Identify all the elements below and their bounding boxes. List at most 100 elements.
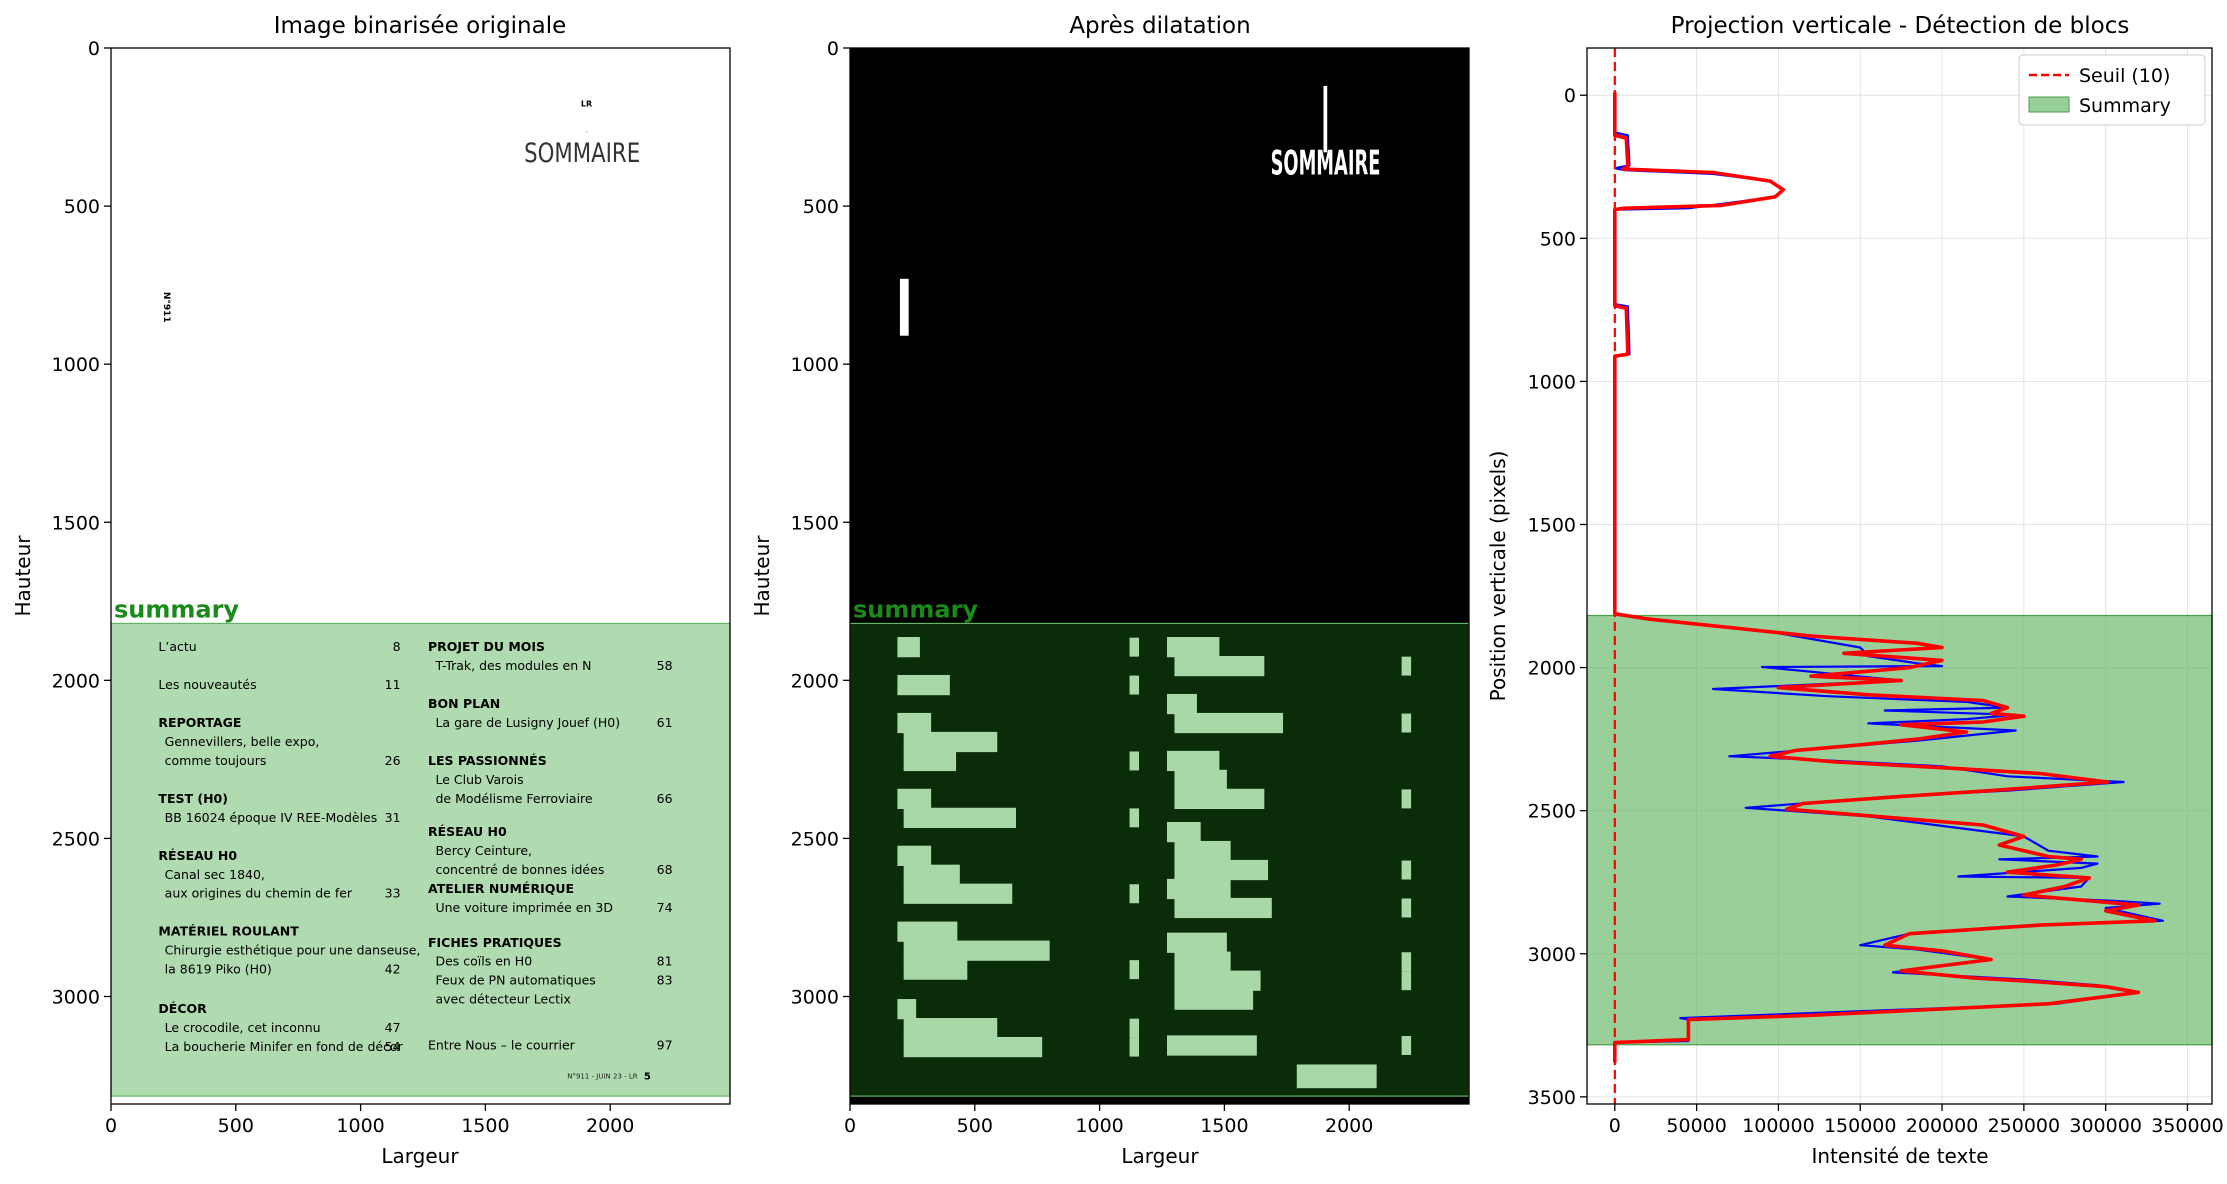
toc-line: La boucherie Minifer en fond de décor [165,1039,404,1054]
dilated-page-bar [1129,675,1140,695]
panel2-dilated-content: SOMMAIRE summary [849,85,1470,1097]
toc-heading: FICHES PRATIQUES [428,935,562,950]
toc-page-number: 97 [657,1038,673,1053]
dilated-line-bar [903,731,998,753]
toc-page-number: 61 [657,715,673,730]
dilated-line-bar [1174,840,1231,862]
x-tick-label: 1000 [336,1115,384,1137]
dilated-page-bar [1401,656,1412,676]
toc-line: Chirurgie esthétique pour une danseuse, [165,943,421,958]
x-tick-label: 350000 [2151,1115,2224,1137]
y-tick-label: 2500 [1528,801,1576,823]
toc-line: Gennevillers, belle expo, [165,734,320,749]
x-tick-label: 150000 [1824,1115,1897,1137]
dilated-footer-bar [1296,1064,1377,1089]
x-tick-label: 2000 [1325,1115,1373,1137]
y-tick-label: 500 [1540,228,1576,250]
summary-label: summary [114,595,239,623]
panel1-xlabel: Largeur [381,1144,459,1168]
toc-line: Feux de PN automatiques [435,973,595,988]
toc-line: de Modélisme Ferroviaire [435,791,592,806]
legend-threshold-label: Seuil (10) [2079,65,2170,87]
toc-heading: BON PLAN [428,696,500,711]
dilated-line-bar [1174,788,1265,810]
toc-page-number: 31 [385,810,401,825]
dilated-heading-bar [1166,750,1220,772]
y-tick-label: 2500 [791,828,839,850]
dilated-line-bar [1174,712,1284,734]
x-tick-label: 2000 [586,1115,634,1137]
dilated-line-bar [1174,970,1261,991]
panel-dilated: Après dilatation SOMMAIRE summary 0 500 100… [750,13,1470,1168]
dilated-heading-bar [897,674,950,696]
toc-page-number: 68 [657,862,673,877]
x-tick-label: 0 [105,1115,117,1137]
toc-page-number: 58 [657,658,673,673]
x-tick-label: 0 [844,1115,856,1137]
y-tick-label: 2000 [52,670,100,692]
y-tick-label: 2000 [1528,658,1576,680]
y-tick-label: 1000 [1528,371,1576,393]
dilated-page-bar [1129,960,1140,980]
panel1-page-content: LR ··· SOMMAIRE N°911 summary L’actu 8 Les nouv… [110,99,731,1097]
y-tick-label: 1500 [1528,514,1576,536]
y-tick-label: 500 [64,196,100,218]
panel2-ylabel: Hauteur [750,535,774,617]
page-header-small: LR [581,99,592,108]
panel3-xlabel: Intensité de texte [1811,1144,1988,1168]
y-tick-label: 500 [803,196,839,218]
panel3-legend: Seuil (10) Summary [2018,54,2206,126]
toc-heading: L’actu [158,639,196,654]
panel1-ylabel: Hauteur [11,535,35,617]
summary-region [849,622,1470,1097]
dilated-page-bar [1401,860,1412,880]
x-tick-label: 50000 [1666,1115,1726,1137]
x-tick-label: 500 [218,1115,254,1137]
dilated-heading: SOMMAIRE [1271,143,1381,183]
dilated-heading-bar [1166,1035,1257,1056]
toc-heading: ATELIER NUMÉRIQUE [428,881,574,896]
summary-label: summary [853,595,978,623]
toc-heading: MATÉRIEL ROULANT [158,924,299,939]
dilated-page-bar [1129,1037,1140,1057]
panel2-xlabel: Largeur [1121,1144,1199,1168]
dilated-line-bar [903,807,1016,828]
dilated-heading-bar [1166,821,1201,843]
panel1-y-axis: 0 500 1000 1500 2000 2500 3000 [52,38,111,1009]
y-tick-label: 1000 [791,354,839,376]
dilated-page-bar [1401,1036,1412,1055]
toc-line: concentré de bonnes idées [435,862,604,877]
toc-page-number: 33 [385,886,401,901]
dilated-line-bar [1174,989,1254,1010]
toc-line: comme toujours [165,753,267,768]
toc-heading: Entre Nous – le courrier [428,1038,576,1053]
x-tick-label: 250000 [1988,1115,2061,1137]
toc-line: aux origines du chemin de fer [165,886,353,901]
dilated-line-bar [1174,951,1231,972]
x-tick-label: 0 [1609,1115,1621,1137]
y-tick-label: 1000 [52,354,100,376]
panel3-ylabel: Position verticale (pixels) [1486,451,1510,702]
y-tick-label: 2000 [791,670,839,692]
toc-line: avec détecteur Lectix [435,992,570,1007]
dilated-line-bar [903,959,968,980]
panel-original: Image binarisée originale LR ··· SOMMAIRE N… [11,13,731,1168]
y-tick-label: 3000 [1528,944,1576,966]
x-tick-label: 1000 [1075,1115,1123,1137]
panel1-frame [110,47,731,1105]
dilated-page-bar [1129,751,1140,771]
panel3-y-axis: 0 500 1000 1500 2000 2500 3000 3500 [1528,85,1587,1109]
toc-line: Une voiture imprimée en 3D [435,900,613,915]
toc-line: la 8619 Piko (H0) [165,962,272,977]
dilated-page-bar [1401,971,1412,991]
x-tick-label: 1500 [461,1115,509,1137]
dilated-line-bar [903,883,1013,904]
dilated-heading-bar [897,921,958,942]
y-tick-label: 0 [1564,85,1576,107]
x-tick-label: 500 [957,1115,993,1137]
page-footer: N°911 - JUIN 23 - LR [567,1073,638,1081]
y-tick-label: 0 [88,38,100,60]
toc-heading: RÉSEAU H0 [428,824,507,839]
y-tick-label: 3500 [1528,1087,1576,1109]
dilated-line-bar [903,1018,998,1039]
